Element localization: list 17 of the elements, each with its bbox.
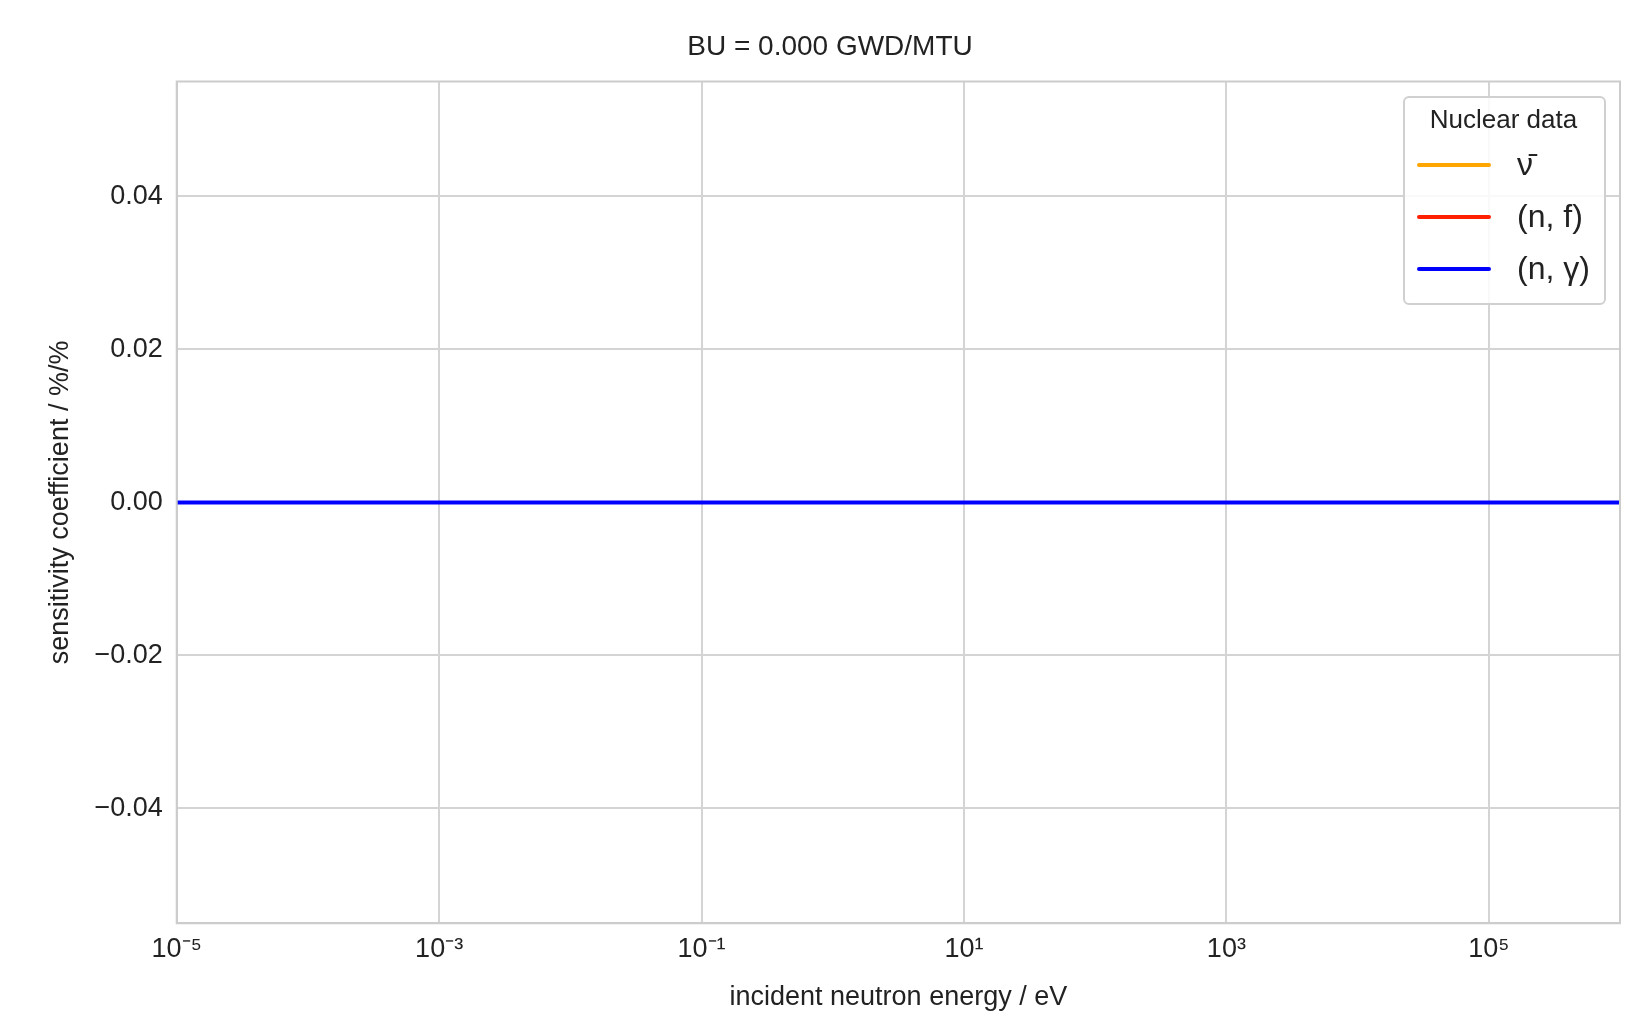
y-tick-label: 0.02 bbox=[110, 332, 163, 363]
y-tick-label: −0.04 bbox=[94, 791, 163, 822]
x-tick-label: 10⁻⁵ bbox=[151, 932, 202, 963]
x-tick-label: 10⁻³ bbox=[415, 932, 464, 963]
legend-label: (n, γ) bbox=[1517, 250, 1590, 288]
y-tick-label: 0.00 bbox=[110, 485, 163, 516]
x-tick-label: 10⁻¹ bbox=[677, 932, 726, 963]
x-tick-label: 10¹ bbox=[944, 932, 984, 963]
y-tick-label: 0.04 bbox=[110, 179, 163, 210]
chart-title: BU = 0.000 GWD/MTU bbox=[687, 29, 973, 61]
y-tick-label: −0.02 bbox=[94, 638, 163, 669]
x-axis-title: incident neutron energy / eV bbox=[729, 981, 1068, 1012]
legend-label: (n, f) bbox=[1517, 198, 1583, 236]
x-tick-label: 10³ bbox=[1206, 932, 1246, 963]
x-tick-label: 10⁵ bbox=[1468, 932, 1510, 963]
y-axis-title: sensitivity coefficient / %/% bbox=[43, 340, 74, 665]
legend-title: Nuclear data bbox=[1428, 103, 1579, 135]
